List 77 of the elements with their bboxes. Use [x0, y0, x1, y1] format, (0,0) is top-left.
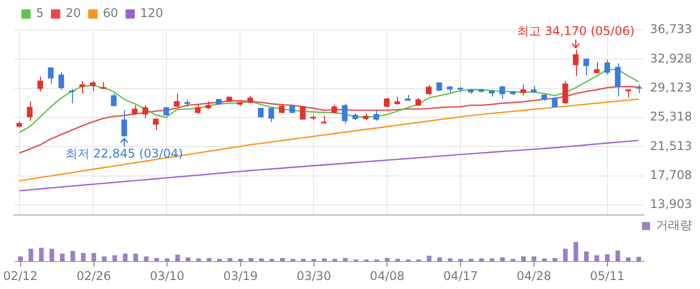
bar	[112, 255, 118, 262]
bar	[39, 248, 44, 262]
bar	[584, 251, 589, 262]
bar	[626, 257, 631, 262]
bar	[217, 258, 222, 262]
bar	[500, 257, 505, 262]
bar	[395, 258, 400, 262]
bar	[91, 253, 96, 262]
bar	[458, 258, 463, 262]
bar	[332, 258, 338, 262]
y-tick-label: 13,903	[650, 197, 692, 212]
legend-label: 60	[102, 6, 118, 20]
bar	[60, 254, 65, 262]
y-tick-label: 29,123	[650, 80, 692, 94]
y-tick-label: 36,733	[650, 22, 692, 36]
bar	[604, 254, 610, 262]
y-tick-label: 17,708	[650, 168, 692, 182]
bar	[238, 258, 243, 262]
bar	[468, 258, 474, 262]
bar	[510, 258, 516, 262]
bar	[490, 258, 494, 262]
bar	[50, 248, 54, 262]
bar	[552, 258, 558, 262]
bar	[102, 256, 107, 262]
x-tick-label: 03/19	[223, 268, 258, 283]
annotation: 최고 34,170 (05/06)	[516, 24, 635, 38]
bar	[186, 257, 190, 262]
y-tick-label: 25,318	[650, 110, 692, 124]
bar	[437, 257, 442, 262]
bar	[532, 256, 536, 262]
bar	[312, 258, 316, 262]
bar	[301, 258, 306, 262]
candlestick	[184, 98, 190, 108]
bar	[144, 256, 149, 262]
x-tick-label: 03/30	[296, 268, 332, 283]
bar	[384, 258, 390, 262]
bar	[615, 250, 620, 262]
legend-label: 20	[66, 6, 81, 20]
x-tick-label: 03/10	[150, 268, 184, 283]
legend-label: 거래량	[656, 218, 692, 232]
bar	[426, 256, 432, 262]
bar	[563, 248, 568, 262]
bar	[280, 258, 285, 262]
bar	[206, 258, 212, 262]
bar	[594, 255, 600, 262]
x-tick-label: 04/08	[370, 268, 405, 283]
bar	[574, 242, 578, 262]
bar	[290, 258, 296, 262]
legend-label: 5	[36, 6, 44, 20]
x-tick-label: 05/11	[590, 268, 625, 283]
bar	[28, 248, 34, 262]
x-tick-label: 04/17	[443, 268, 478, 283]
x-tick-label: 04/28	[516, 268, 552, 283]
bar	[70, 250, 76, 262]
legend-label: 120	[140, 6, 164, 20]
bar	[270, 258, 274, 262]
annotation: 최저 22,845 (03/04)	[65, 146, 184, 161]
bar	[228, 258, 232, 262]
bar	[636, 256, 642, 262]
bar	[122, 254, 128, 262]
bar	[133, 254, 138, 262]
bar	[259, 258, 264, 262]
bar	[542, 258, 547, 262]
bar	[154, 258, 159, 262]
bar	[342, 258, 348, 262]
y-tick-label: 32,928	[650, 51, 692, 66]
bar	[196, 258, 201, 262]
bar	[479, 258, 484, 262]
bar	[521, 256, 526, 262]
bar	[248, 258, 254, 262]
bar	[18, 256, 23, 262]
candlestick	[320, 114, 327, 124]
x-tick-label: 02/26	[76, 268, 112, 283]
bar	[175, 254, 180, 262]
y-tick-label: 21,513	[650, 138, 692, 153]
bar	[80, 253, 86, 262]
x-tick-label: 02/12	[3, 268, 38, 283]
